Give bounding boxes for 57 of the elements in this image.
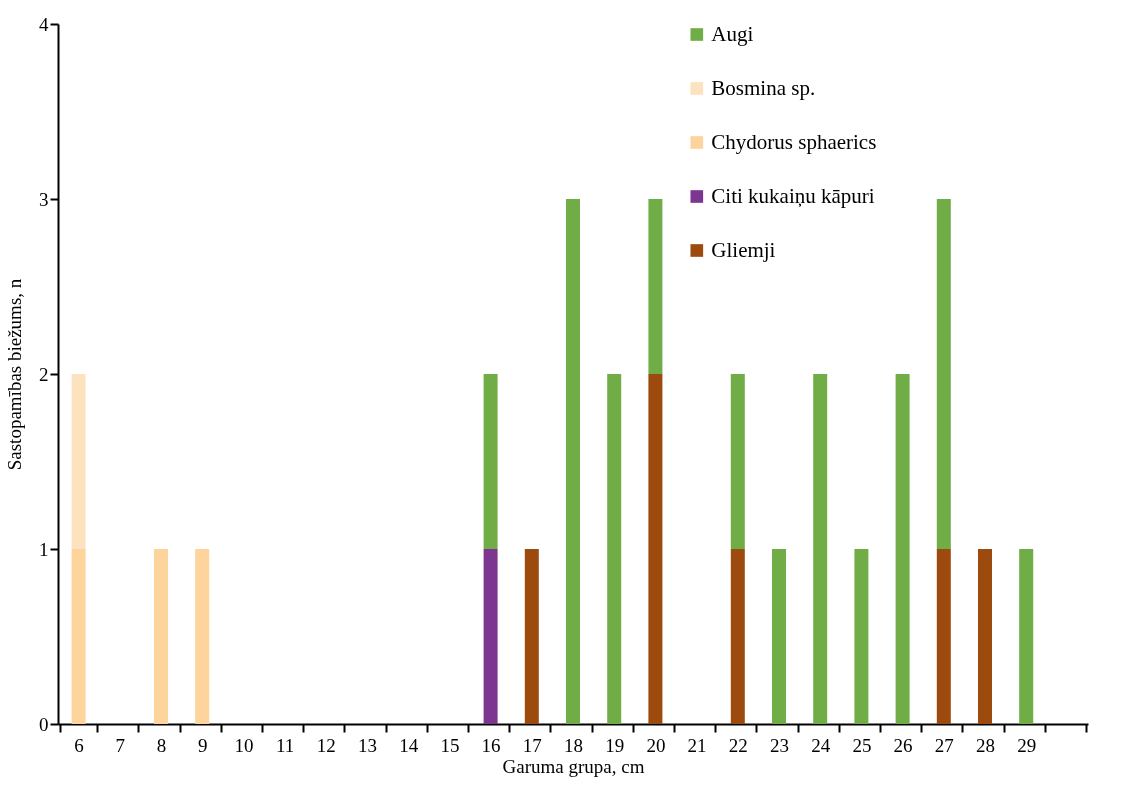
x-tick-label: 14 [399,734,419,756]
y-tick-label: 2 [39,363,49,385]
legend-label: Chydorus sphaerics [711,129,877,154]
y-tick-label: 0 [39,713,49,735]
bar [71,374,86,549]
x-tick-label: 7 [115,734,126,756]
legend-label: Citi kukaiņu kāpuri [711,183,875,208]
bar [936,199,951,549]
bar [483,374,498,549]
x-tick-label: 27 [934,734,954,756]
bar [483,549,498,724]
x-tick-label: 17 [522,734,542,756]
bar [1019,549,1034,724]
x-tick-label: 22 [728,734,748,756]
bar [730,374,745,549]
bar [772,549,786,724]
x-tick-label: 21 [687,734,707,756]
x-axis-title: Garuma grupa, cm [502,755,645,777]
bar [71,549,86,724]
bar [195,549,210,724]
x-tick-label: 6 [74,734,84,756]
bar [607,374,622,724]
y-tick-label: 1 [39,538,49,560]
y-tick-label: 3 [39,188,49,210]
bar [936,549,951,724]
legend-label: Gliemji [711,237,776,262]
y-axis-title: Sastopamības biežums, n [4,278,25,471]
x-tick-label: 12 [316,734,336,756]
x-tick-label: 23 [770,734,789,756]
y-tick-label: 4 [39,13,49,35]
x-tick-label: 13 [358,734,377,756]
bar [524,549,539,724]
x-tick-label: 10 [234,734,254,756]
x-tick-label: 29 [1017,734,1037,756]
x-tick-label: 18 [564,734,583,756]
bar [813,374,828,724]
x-tick-label: 24 [811,734,831,756]
x-tick-label: 19 [605,734,625,756]
bar [895,374,910,724]
bar [854,549,869,724]
bar [730,549,745,724]
bar [648,374,663,724]
legend-label: Augi [711,21,754,46]
x-tick-label: 28 [976,734,995,756]
x-tick-label: 9 [197,734,208,756]
x-tick-label: 16 [481,734,501,756]
x-tick-label: 26 [893,734,913,756]
x-tick-label: 11 [275,734,295,756]
legend-label: Bosmina sp. [711,75,816,100]
bar [566,199,580,724]
x-tick-label: 15 [440,734,460,756]
bar [154,549,168,724]
bar [978,549,992,724]
x-tick-label: 25 [852,734,872,756]
bar [648,199,663,374]
x-tick-label: 20 [646,734,666,756]
x-tick-label: 8 [156,734,167,756]
